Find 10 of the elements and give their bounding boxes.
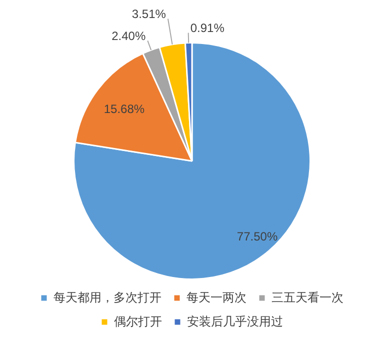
data-label: 0.91% bbox=[190, 21, 225, 36]
legend-label: 偶尔打开 bbox=[114, 314, 162, 328]
legend-label: 安装后几乎没用过 bbox=[187, 314, 283, 328]
legend-label: 每天都用，多次打开 bbox=[54, 290, 162, 304]
legend-label: 三五天看一次 bbox=[272, 290, 344, 304]
data-label: 77.50% bbox=[236, 230, 278, 244]
data-label: 2.40% bbox=[112, 28, 146, 43]
data-label: 15.68% bbox=[104, 102, 145, 116]
legend-label: 每天一两次 bbox=[186, 290, 246, 304]
data-label: 3.51% bbox=[132, 7, 166, 22]
